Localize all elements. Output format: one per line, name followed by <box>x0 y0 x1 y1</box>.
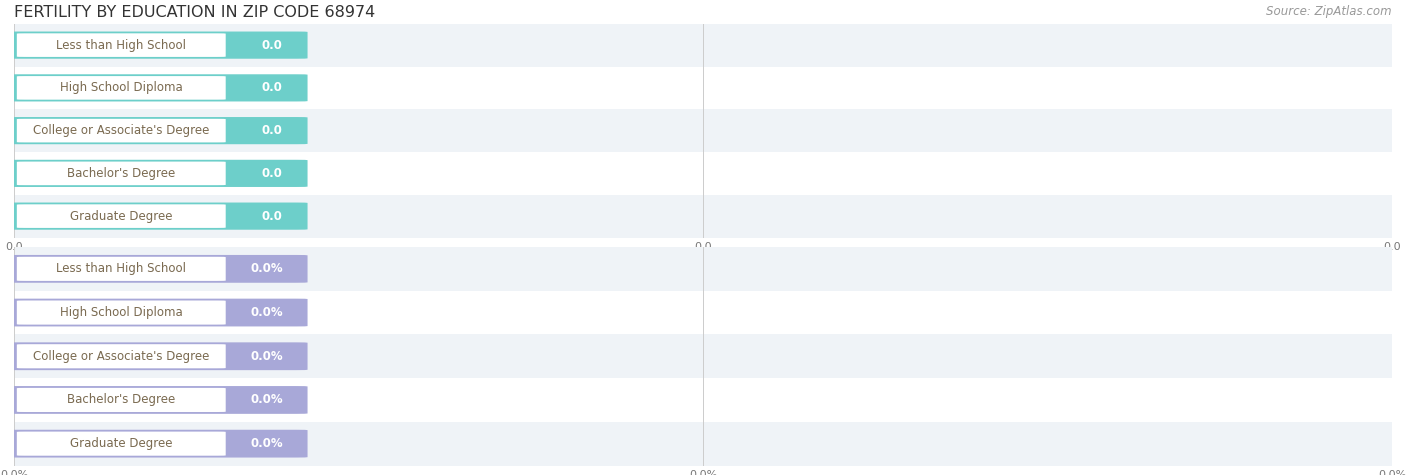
Text: 0.0%: 0.0% <box>250 262 283 276</box>
FancyBboxPatch shape <box>17 119 226 142</box>
Text: 0.0%: 0.0% <box>250 350 283 363</box>
FancyBboxPatch shape <box>17 162 226 185</box>
FancyBboxPatch shape <box>6 160 308 187</box>
FancyBboxPatch shape <box>17 432 226 456</box>
FancyBboxPatch shape <box>6 386 308 414</box>
Text: 0.0: 0.0 <box>262 167 283 180</box>
Text: Graduate Degree: Graduate Degree <box>70 209 173 223</box>
FancyBboxPatch shape <box>6 299 308 326</box>
FancyBboxPatch shape <box>6 31 308 59</box>
Text: 0.0: 0.0 <box>262 81 283 95</box>
Text: Less than High School: Less than High School <box>56 38 186 52</box>
FancyBboxPatch shape <box>6 342 308 370</box>
FancyBboxPatch shape <box>6 202 308 230</box>
FancyBboxPatch shape <box>17 301 226 324</box>
Text: 0.0: 0.0 <box>262 124 283 137</box>
Text: High School Diploma: High School Diploma <box>60 81 183 95</box>
Bar <box>14 378 1392 422</box>
FancyBboxPatch shape <box>17 33 226 57</box>
Bar <box>14 422 1392 466</box>
Text: 0.0: 0.0 <box>262 209 283 223</box>
Text: Graduate Degree: Graduate Degree <box>70 437 173 450</box>
Text: Bachelor's Degree: Bachelor's Degree <box>67 167 176 180</box>
Text: College or Associate's Degree: College or Associate's Degree <box>34 124 209 137</box>
Text: Source: ZipAtlas.com: Source: ZipAtlas.com <box>1267 5 1392 18</box>
FancyBboxPatch shape <box>17 76 226 100</box>
Text: 0.0: 0.0 <box>262 38 283 52</box>
Bar <box>14 247 1392 291</box>
Bar <box>14 195 1392 238</box>
FancyBboxPatch shape <box>17 388 226 412</box>
Bar <box>14 152 1392 195</box>
Text: 0.0%: 0.0% <box>250 306 283 319</box>
FancyBboxPatch shape <box>6 74 308 102</box>
Text: High School Diploma: High School Diploma <box>60 306 183 319</box>
Text: Bachelor's Degree: Bachelor's Degree <box>67 393 176 407</box>
Text: FERTILITY BY EDUCATION IN ZIP CODE 68974: FERTILITY BY EDUCATION IN ZIP CODE 68974 <box>14 5 375 20</box>
Text: 0.0%: 0.0% <box>250 437 283 450</box>
Text: Less than High School: Less than High School <box>56 262 186 276</box>
Text: College or Associate's Degree: College or Associate's Degree <box>34 350 209 363</box>
FancyBboxPatch shape <box>17 344 226 368</box>
FancyBboxPatch shape <box>6 255 308 283</box>
Bar <box>14 24 1392 66</box>
Bar <box>14 109 1392 152</box>
FancyBboxPatch shape <box>6 117 308 144</box>
FancyBboxPatch shape <box>17 204 226 228</box>
Bar <box>14 334 1392 378</box>
Bar <box>14 291 1392 334</box>
Text: 0.0%: 0.0% <box>250 393 283 407</box>
FancyBboxPatch shape <box>6 430 308 457</box>
FancyBboxPatch shape <box>17 257 226 281</box>
Bar <box>14 66 1392 109</box>
